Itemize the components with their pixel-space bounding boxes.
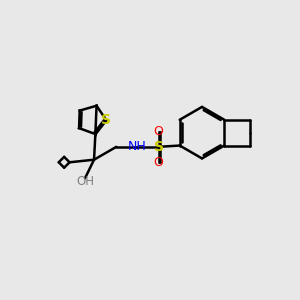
Text: S: S — [101, 113, 111, 127]
Text: NH: NH — [128, 140, 146, 153]
Text: S: S — [154, 140, 164, 154]
Text: O: O — [153, 125, 163, 138]
Text: O: O — [153, 155, 163, 169]
Text: OH: OH — [76, 175, 94, 188]
